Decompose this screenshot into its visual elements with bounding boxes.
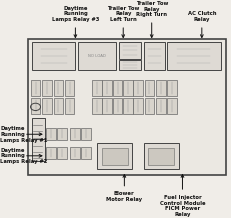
Bar [103, 98, 112, 114]
Bar [148, 148, 174, 165]
Bar [113, 80, 122, 96]
Bar [97, 143, 132, 169]
Text: AC Clutch
Relay: AC Clutch Relay [188, 12, 216, 37]
Bar [144, 143, 179, 169]
Bar [156, 98, 166, 114]
Bar [42, 98, 52, 114]
Bar [46, 128, 56, 140]
Bar [167, 80, 177, 96]
Bar [81, 147, 91, 159]
Bar [119, 60, 141, 70]
Bar [144, 42, 165, 70]
Bar [46, 147, 56, 159]
Bar [103, 80, 112, 96]
Bar [156, 80, 166, 96]
Bar [123, 80, 133, 96]
Bar [31, 80, 40, 96]
Bar [145, 80, 154, 96]
Bar [70, 147, 80, 159]
Bar [167, 42, 221, 70]
Text: Blower
Motor Relay: Blower Motor Relay [106, 175, 142, 202]
Bar [31, 98, 40, 114]
Bar [145, 98, 154, 114]
Bar [123, 98, 133, 114]
Text: Daytime
Running
Lamps Relay #3: Daytime Running Lamps Relay #3 [52, 6, 99, 37]
Bar [81, 128, 91, 140]
Bar [119, 42, 141, 59]
Text: Fuel Injector
Control Module
FICM Power
Relay: Fuel Injector Control Module FICM Power … [160, 175, 205, 217]
Bar [167, 98, 177, 114]
Bar [57, 147, 67, 159]
Bar [65, 80, 74, 96]
Bar [92, 98, 102, 114]
Bar [32, 139, 45, 161]
Bar [32, 119, 45, 140]
Text: Trailer Tow
Relay
Right Turn: Trailer Tow Relay Right Turn [136, 1, 168, 37]
Bar [78, 42, 116, 70]
Text: Daytime
Running
Lamps Relay #1: Daytime Running Lamps Relay #1 [0, 126, 48, 143]
Bar [32, 42, 75, 70]
Bar [70, 128, 80, 140]
Text: Trailer Tow
Relay
Left Turn: Trailer Tow Relay Left Turn [107, 6, 140, 37]
Bar [133, 80, 143, 96]
Text: Daytime
Running
Lamps Relay #2: Daytime Running Lamps Relay #2 [0, 148, 48, 164]
Bar [65, 98, 74, 114]
Bar [113, 98, 122, 114]
Bar [133, 98, 143, 114]
Bar [54, 98, 63, 114]
Bar [27, 39, 226, 175]
Bar [57, 128, 67, 140]
Text: NO LOAD: NO LOAD [88, 54, 106, 58]
Bar [42, 80, 52, 96]
Bar [92, 80, 102, 96]
Bar [102, 148, 128, 165]
Bar [54, 80, 63, 96]
